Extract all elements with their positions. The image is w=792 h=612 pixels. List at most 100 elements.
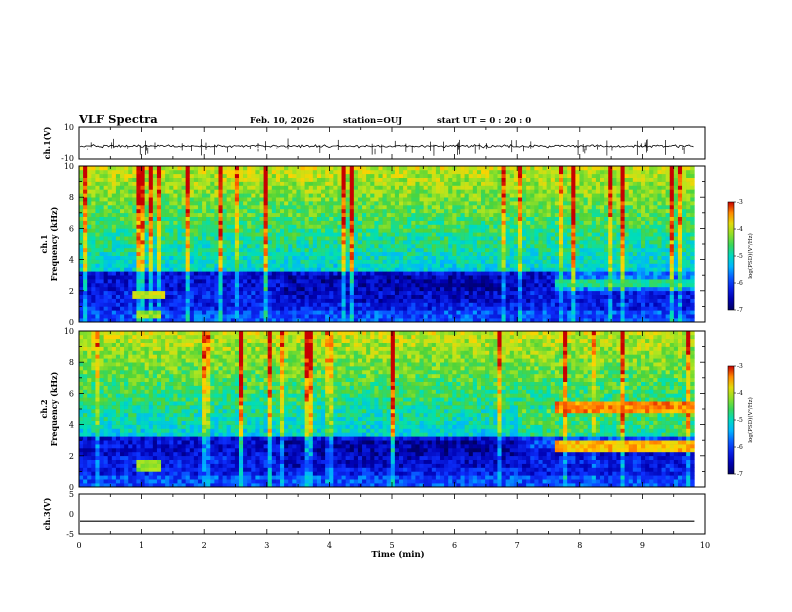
- spectrogram-cell: [489, 263, 494, 268]
- spectrogram-cell: [218, 302, 223, 307]
- spectrogram-cell: [489, 185, 494, 190]
- spectrogram-cell: [243, 306, 248, 311]
- spectrogram-cell: [546, 193, 552, 198]
- spectrogram-cell: [513, 271, 519, 276]
- spectrogram-cell: [308, 244, 314, 249]
- spectrogram-cell: [390, 244, 396, 249]
- spectrogram-cell: [243, 244, 248, 249]
- spectrogram-cell: [485, 173, 490, 178]
- spectrogram-cell: [206, 306, 211, 311]
- spectrogram-cell: [349, 275, 355, 280]
- spectrogram-cell: [353, 240, 359, 245]
- spectrogram-cell: [542, 279, 547, 284]
- spectrogram-cell: [202, 236, 207, 241]
- spectrogram-cell: [91, 228, 96, 233]
- spectrogram-cell: [468, 283, 474, 288]
- spectrogram-cell: [136, 240, 141, 245]
- spectrogram-cell: [501, 294, 506, 299]
- spectrogram-cell: [390, 201, 396, 206]
- spectrogram-cell: [472, 247, 478, 253]
- spectrogram-cell: [575, 166, 580, 171]
- spectrogram-cell: [300, 271, 305, 276]
- spectrogram-cell: [485, 236, 490, 241]
- spectrogram-cell: [366, 181, 371, 186]
- spectrogram-cell: [460, 216, 465, 221]
- spectrogram-cell: [526, 283, 531, 288]
- spectrogram-cell: [288, 271, 293, 276]
- spectrogram-cell: [234, 306, 240, 311]
- spectrogram-cell: [312, 197, 318, 202]
- spectrogram-cell: [234, 177, 240, 182]
- spectrogram-cell: [382, 185, 387, 190]
- spectrogram-cell: [247, 189, 252, 194]
- spectrogram-cell: [222, 271, 227, 276]
- spectrogram-cell: [185, 166, 191, 171]
- spectrogram-cell: [275, 236, 281, 241]
- spectrogram-cell: [193, 177, 199, 182]
- spectrogram-cell: [181, 271, 186, 276]
- spectrogram-cell: [485, 279, 490, 284]
- spectrogram-cell: [193, 208, 199, 214]
- spectrogram-cell: [550, 224, 556, 229]
- spectrogram-cell: [226, 201, 232, 206]
- spectrogram-cell: [275, 177, 281, 182]
- spectrogram-cell: [419, 201, 424, 206]
- spectrogram-cell: [169, 197, 174, 202]
- spectrogram-cell: [362, 251, 367, 256]
- spectrogram-cell: [124, 216, 129, 221]
- spectrogram-cell: [419, 189, 424, 194]
- spectrogram-cell: [526, 244, 531, 249]
- spectrogram-cell: [214, 216, 219, 221]
- spectrogram-cell: [124, 279, 129, 284]
- spectrogram-cell: [148, 212, 154, 217]
- spectrogram-cell: [263, 283, 269, 288]
- spectrogram-cell: [468, 193, 474, 198]
- spectrogram-cell: [472, 310, 478, 315]
- spectrogram-cell: [505, 244, 511, 249]
- spectrogram-cell: [534, 318, 539, 323]
- spectrogram-cell: [554, 263, 560, 268]
- spectrogram-cell: [329, 302, 334, 307]
- spectrogram-cell: [357, 166, 363, 171]
- spectrogram-cell: [222, 216, 227, 221]
- spectrogram-cell: [386, 193, 392, 198]
- spectrogram-cell: [575, 224, 580, 229]
- spectrogram-cell: [177, 236, 182, 241]
- spectrogram-cell: [571, 294, 576, 299]
- spectrogram-cell: [197, 240, 203, 245]
- spectrogram-cell: [464, 306, 470, 311]
- spectrogram-cell: [357, 212, 363, 217]
- spectrogram-cell: [238, 318, 244, 323]
- spectrogram-cell: [189, 181, 195, 186]
- spectrogram-cell: [390, 169, 396, 175]
- spectrogram-cell: [366, 279, 371, 284]
- spectrogram-cell: [571, 251, 576, 256]
- spectrogram-cell: [448, 310, 453, 315]
- spectrogram-cell: [345, 290, 351, 295]
- spectrogram-cell: [468, 286, 474, 292]
- spectrogram-cell: [296, 216, 301, 221]
- spectrogram-cell: [189, 275, 195, 280]
- spectrogram-cell: [546, 189, 552, 194]
- spectrogram-cell: [124, 240, 129, 245]
- spectrogram-cell: [263, 224, 269, 229]
- spectrogram-cell: [554, 236, 560, 241]
- spectrogram-cell: [288, 275, 293, 280]
- spectrogram-cell: [255, 259, 260, 264]
- spectrogram-cell: [505, 228, 511, 233]
- spectrogram-cell: [448, 263, 453, 268]
- spectrogram-cell: [103, 177, 109, 182]
- spectrogram-cell: [136, 290, 141, 295]
- spectrogram-cell: [370, 263, 375, 268]
- spectrogram-cell: [382, 298, 387, 303]
- spectrogram-cell: [341, 181, 346, 186]
- spectrogram-cell: [382, 310, 387, 315]
- spectrogram-cell: [476, 240, 482, 245]
- spectrogram-cell: [542, 251, 547, 256]
- spectrogram-cell: [181, 177, 186, 182]
- spectrogram-cell: [394, 185, 400, 190]
- spectrogram-cell: [366, 177, 371, 182]
- spectrogram-cell: [370, 185, 375, 190]
- spectrogram-cell: [271, 294, 277, 299]
- spectrogram-cell: [427, 173, 433, 178]
